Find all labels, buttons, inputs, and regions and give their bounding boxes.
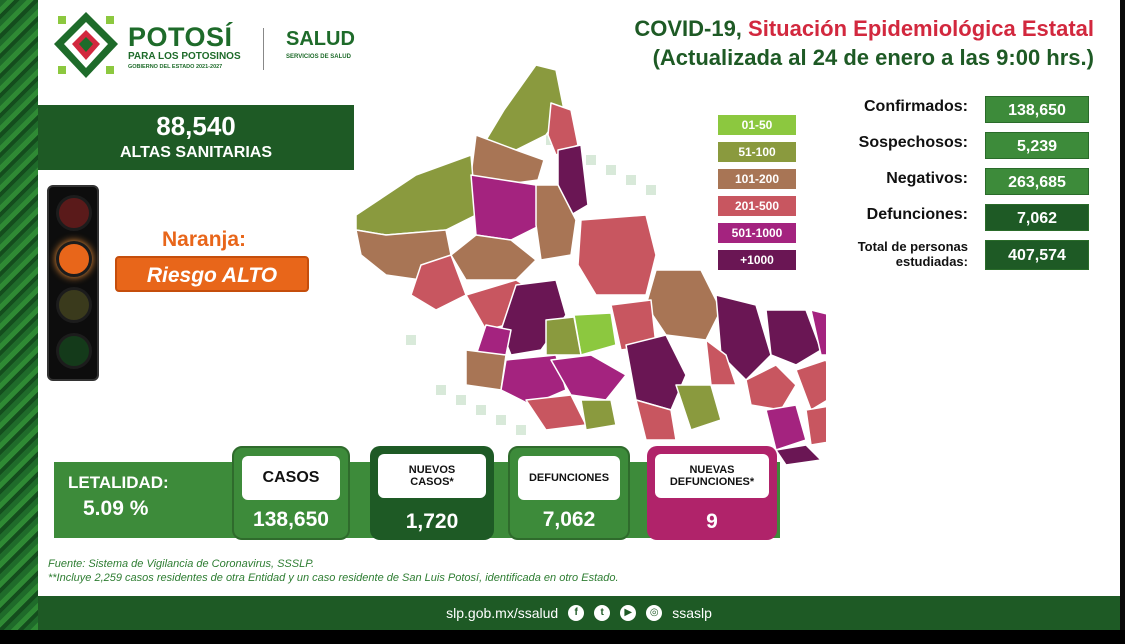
- sospechosos-label: Sospechosos:: [858, 134, 968, 151]
- defunciones-value: 7,062: [985, 204, 1089, 231]
- risk-badge: Riesgo ALTO: [115, 256, 309, 292]
- casos-value: 138,650: [253, 508, 329, 531]
- defunciones-tile-label: DEFUNCIONES: [518, 456, 620, 500]
- legend-item: 51-100: [718, 142, 796, 162]
- nuevas-defunciones-tile: NUEVAS DEFUNCIONES* 9: [647, 446, 777, 540]
- casos-tile: CASOS 138,650: [232, 446, 350, 540]
- page-title: COVID-19, Situación Epidemiológica Estat…: [634, 16, 1094, 42]
- twitter-icon[interactable]: t: [594, 605, 611, 621]
- altas-sanitarias-box: 88,540 ALTAS SANITARIAS: [38, 105, 354, 170]
- letalidad-value: 5.09 %: [83, 497, 149, 520]
- nuevos-casos-tile: NUEVOS CASOS* 1,720: [370, 446, 494, 540]
- logo-subtitle: PARA LOS POTOSINOS: [128, 51, 241, 62]
- map-region: [745, 364, 797, 411]
- negativos-value: 263,685: [985, 168, 1089, 195]
- map-region: [545, 316, 582, 356]
- map-region: [557, 144, 589, 216]
- instagram-icon[interactable]: ◎: [646, 605, 663, 621]
- letalidad-label: LETALIDAD:: [68, 473, 169, 492]
- sospechosos-value: 5,239: [985, 132, 1089, 159]
- map-region: [795, 359, 826, 411]
- title-part-situacion: Situación Epidemiológica Estatal: [748, 16, 1094, 41]
- negativos-label: Negativos:: [886, 170, 968, 187]
- footer-bar: slp.gob.mx/ssalud f t ▶ ◎ ssaslp: [38, 596, 1120, 630]
- altas-value: 88,540: [156, 111, 236, 141]
- map-region: [715, 294, 772, 381]
- logo-title: POTOSÍ: [128, 22, 233, 52]
- legend-item: 501-1000: [718, 223, 796, 243]
- map-region: [450, 234, 537, 281]
- map-region: [810, 309, 826, 356]
- traffic-light-icon: [47, 185, 99, 381]
- map-region: [355, 154, 477, 236]
- logo-divider: [263, 28, 264, 70]
- yellow-lamp-icon: [56, 287, 92, 323]
- semaforo-label: Naranja:: [162, 228, 247, 251]
- nuevos-casos-label: NUEVOS CASOS*: [378, 454, 486, 498]
- state-emblem-icon: [54, 12, 118, 78]
- total-label-line2: estudiadas:: [895, 254, 968, 269]
- casos-label: CASOS: [242, 456, 340, 500]
- confirmados-label: Confirmados:: [864, 98, 968, 115]
- confirmados-value: 138,650: [985, 96, 1089, 123]
- map-region: [645, 269, 722, 341]
- title-part-covid: COVID-19,: [634, 16, 749, 41]
- map-region: [535, 184, 577, 261]
- right-edge: [1120, 0, 1125, 630]
- map-region: [705, 339, 737, 386]
- facebook-icon[interactable]: f: [568, 605, 585, 621]
- map-region: [775, 444, 822, 465]
- legend-item: 101-200: [718, 169, 796, 189]
- map-region: [485, 64, 565, 151]
- map-region: [410, 254, 467, 311]
- map-region: [765, 309, 822, 366]
- footer-url[interactable]: slp.gob.mx/ssalud: [446, 605, 559, 621]
- orange-lamp-icon: [56, 241, 92, 277]
- nuevas-defunciones-label: NUEVAS DEFUNCIONES*: [655, 454, 769, 498]
- defunciones-label: Defunciones:: [866, 206, 968, 223]
- total-label-line1: Total de personas: [857, 239, 968, 254]
- map-region: [765, 404, 807, 451]
- map-region: [635, 399, 677, 441]
- state-map: [355, 64, 826, 465]
- salud-logo-subtitle: SERVICIOS DE SALUD: [286, 54, 351, 60]
- map-region: [805, 405, 826, 446]
- map-region: [625, 334, 687, 411]
- bottom-edge: [0, 630, 1125, 644]
- page-subtitle: (Actualizada al 24 de enero a las 9:00 h…: [652, 45, 1094, 70]
- altas-label: ALTAS SANITARIAS: [120, 144, 272, 161]
- footer-handle[interactable]: ssaslp: [672, 605, 712, 621]
- map-region: [675, 384, 722, 431]
- map-region: [580, 399, 617, 431]
- note-footnote: **Incluye 2,259 casos residentes de otra…: [48, 572, 619, 584]
- map-region: [465, 349, 507, 391]
- red-lamp-icon: [56, 195, 92, 231]
- map-region: [577, 214, 657, 296]
- green-lamp-icon: [56, 333, 92, 369]
- salud-logo-text: SALUD: [286, 28, 355, 50]
- nuevos-casos-value: 1,720: [405, 510, 459, 533]
- infographic-card: POTOSÍ PARA LOS POTOSINOS GOBIERNO DEL E…: [38, 0, 1120, 596]
- youtube-icon[interactable]: ▶: [620, 605, 637, 621]
- logo-government: GOBIERNO DEL ESTADO 2021-2027: [128, 64, 223, 70]
- map-region: [470, 174, 542, 241]
- legend-item: 201-500: [718, 196, 796, 216]
- source-footnote: Fuente: Sistema de Vigilancia de Coronav…: [48, 558, 315, 570]
- decorative-left-border: [0, 0, 38, 644]
- legend-item: 01-50: [718, 115, 796, 135]
- defunciones-tile-value: 7,062: [542, 508, 596, 531]
- map-region: [475, 324, 512, 356]
- legend-item: +1000: [718, 250, 796, 270]
- total-value: 407,574: [985, 240, 1089, 270]
- nuevas-defunciones-value: 9: [706, 510, 718, 533]
- map-region: [550, 354, 627, 401]
- map-region: [525, 394, 587, 431]
- defunciones-tile: DEFUNCIONES 7,062: [508, 446, 630, 540]
